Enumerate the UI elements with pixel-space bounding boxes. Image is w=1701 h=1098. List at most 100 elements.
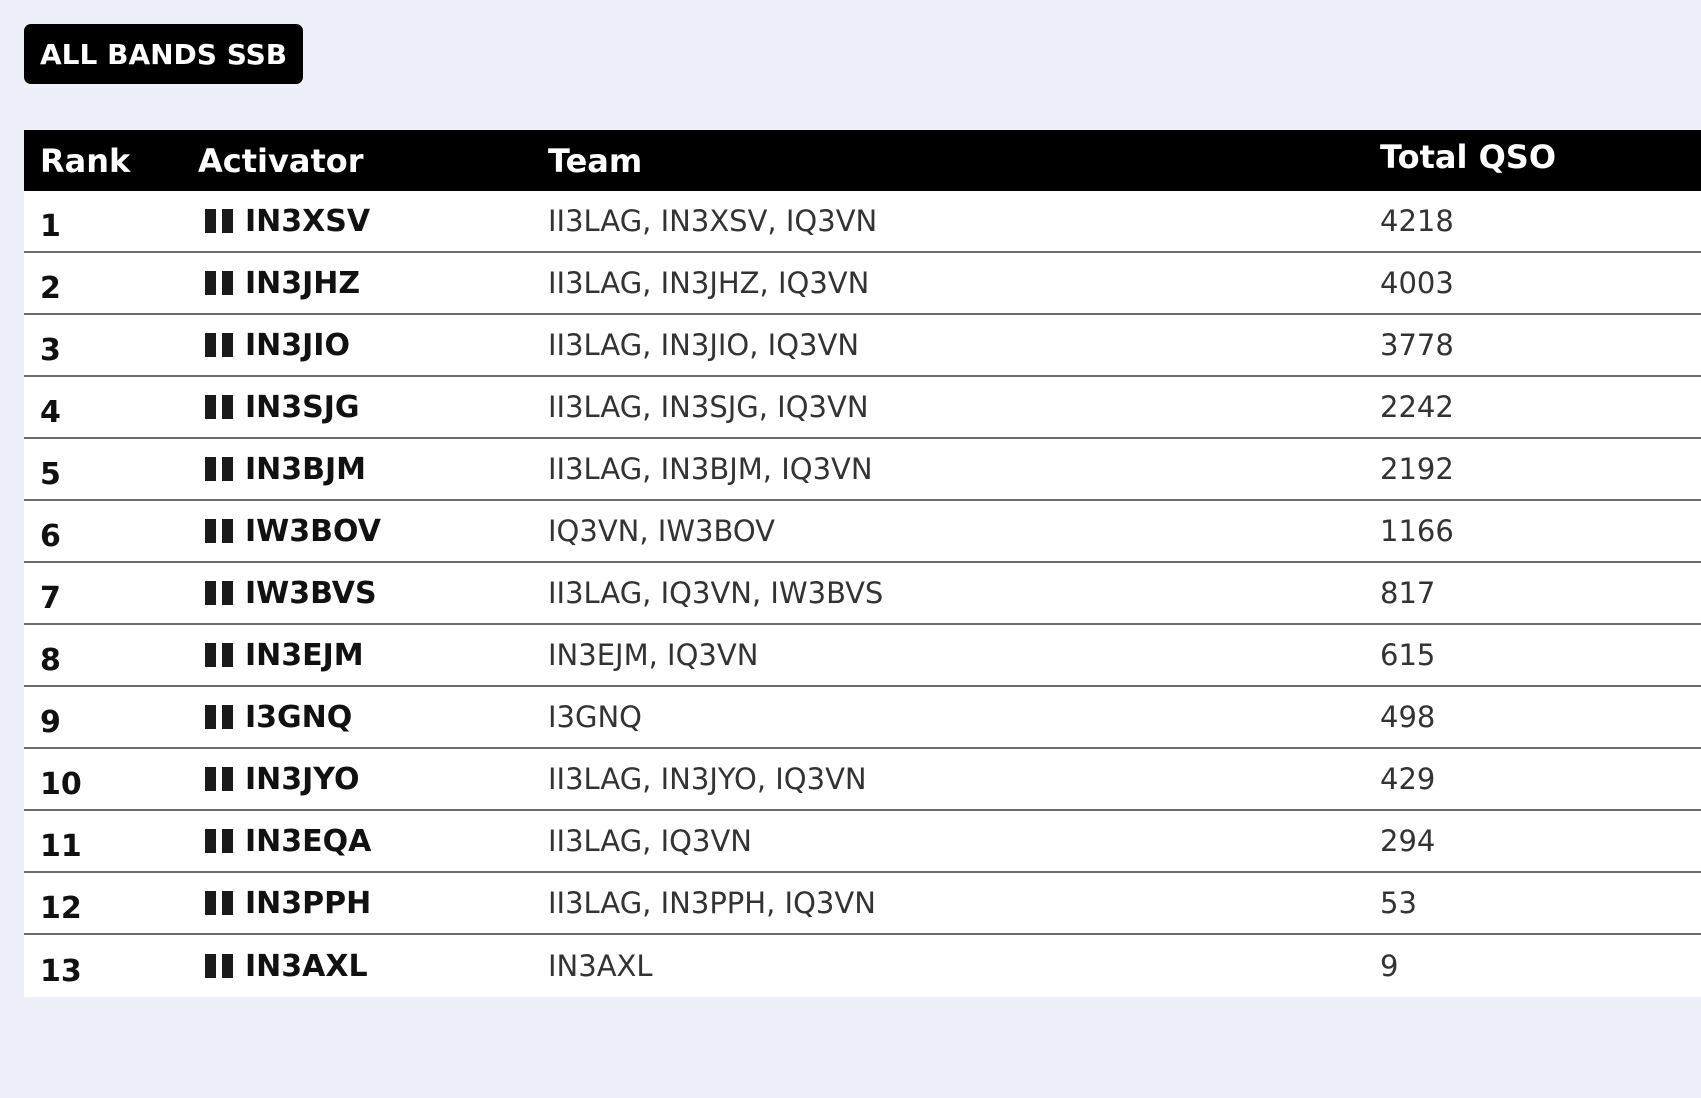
flag-icon [205, 209, 233, 233]
team-cell: II3LAG, IN3JHZ, IQ3VN [548, 266, 870, 300]
band-title-badge: ALL BANDS SSB [24, 24, 304, 84]
activator-callsign[interactable]: IN3XSV [245, 203, 371, 239]
header-total-qso[interactable]: Total QSO [1380, 138, 1557, 176]
team-cell: II3LAG, IN3PPH, IQ3VN [548, 886, 876, 920]
rank-cell: 4 [40, 394, 61, 430]
table-row: 5 IN3BJM II3LAG, IN3BJM, IQ3VN 2192 [24, 439, 1701, 501]
activator-callsign[interactable]: IN3EQA [245, 823, 372, 859]
table-row: 7 IW3BVS II3LAG, IQ3VN, IW3BVS 817 [24, 563, 1701, 625]
activator-cell: IN3XSV [182, 204, 532, 239]
rank-cell: 5 [40, 456, 61, 492]
flag-icon [205, 581, 233, 605]
table-row: 2 IN3JHZ II3LAG, IN3JHZ, IQ3VN 4003 [24, 253, 1701, 315]
flag-icon [205, 767, 233, 791]
activator-cell: IN3SJG [182, 390, 532, 425]
table-row: 10 IN3JYO II3LAG, IN3JYO, IQ3VN 429 [24, 749, 1701, 811]
flag-icon [205, 519, 233, 543]
total-qso-cell: 2242 [1380, 390, 1454, 424]
team-cell: II3LAG, IN3SJG, IQ3VN [548, 390, 869, 424]
rank-cell: 11 [40, 828, 82, 864]
rank-cell: 2 [40, 270, 61, 306]
total-qso-cell: 4218 [1380, 204, 1454, 238]
flag-icon [205, 333, 233, 357]
rank-cell: 12 [40, 890, 82, 926]
team-cell: II3LAG, IN3JIO, IQ3VN [548, 328, 860, 362]
total-qso-cell: 615 [1380, 638, 1436, 672]
activator-callsign[interactable]: IN3PPH [245, 885, 372, 921]
table-row: 8 IN3EJM IN3EJM, IQ3VN 615 [24, 625, 1701, 687]
header-activator[interactable]: Activator [198, 141, 364, 180]
activator-callsign[interactable]: IN3EJM [245, 637, 364, 673]
flag-icon [205, 954, 233, 978]
team-cell: II3LAG, IQ3VN, IW3BVS [548, 576, 884, 610]
table-row: 13 IN3AXL IN3AXL 9 [24, 935, 1701, 997]
team-cell: II3LAG, IQ3VN [548, 824, 752, 858]
flag-icon [205, 643, 233, 667]
header-team[interactable]: Team [548, 141, 643, 180]
activator-cell: I3GNQ [182, 700, 532, 735]
total-qso-cell: 429 [1380, 762, 1436, 796]
activator-callsign[interactable]: IN3JHZ [245, 265, 361, 301]
table-row: 11 IN3EQA II3LAG, IQ3VN 294 [24, 811, 1701, 873]
flag-icon [205, 457, 233, 481]
rank-cell: 1 [40, 208, 61, 244]
total-qso-cell: 2192 [1380, 452, 1454, 486]
table-row: 1 IN3XSV II3LAG, IN3XSV, IQ3VN 4218 [24, 191, 1701, 253]
team-cell: I3GNQ [548, 700, 642, 734]
table-row: 4 IN3SJG II3LAG, IN3SJG, IQ3VN 2242 [24, 377, 1701, 439]
flag-icon [205, 271, 233, 295]
ranking-table: Rank Activator Team Total QSO 1 IN3XSV II3… [24, 130, 1701, 997]
total-qso-cell: 1166 [1380, 514, 1454, 548]
activator-callsign[interactable]: IN3JIO [245, 327, 350, 363]
activator-callsign[interactable]: IW3BOV [245, 513, 381, 549]
table-row: 3 IN3JIO II3LAG, IN3JIO, IQ3VN 3778 [24, 315, 1701, 377]
activator-callsign[interactable]: IN3SJG [245, 389, 360, 425]
total-qso-cell: 9 [1380, 949, 1399, 983]
rank-cell: 13 [40, 953, 82, 989]
activator-cell: IN3JYO [182, 762, 532, 797]
total-qso-cell: 817 [1380, 576, 1436, 610]
activator-cell: IN3JHZ [182, 266, 532, 301]
team-cell: II3LAG, IN3BJM, IQ3VN [548, 452, 873, 486]
team-cell: II3LAG, IN3JYO, IQ3VN [548, 762, 867, 796]
total-qso-cell: 4003 [1380, 266, 1454, 300]
rank-cell: 7 [40, 580, 61, 616]
table-header: Rank Activator Team Total QSO [24, 130, 1701, 191]
total-qso-cell: 3778 [1380, 328, 1454, 362]
team-cell: II3LAG, IN3XSV, IQ3VN [548, 204, 878, 238]
flag-icon [205, 395, 233, 419]
activator-callsign[interactable]: I3GNQ [245, 699, 353, 735]
rank-cell: 9 [40, 704, 61, 740]
activator-cell: IN3EJM [182, 638, 532, 673]
flag-icon [205, 705, 233, 729]
team-cell: IN3EJM, IQ3VN [548, 638, 759, 672]
activator-cell: IN3JIO [182, 328, 532, 363]
activator-cell: IN3PPH [182, 886, 532, 921]
band-title: ALL BANDS SSB [40, 37, 288, 71]
rank-cell: 10 [40, 766, 82, 802]
header-rank[interactable]: Rank [40, 141, 131, 180]
team-cell: IQ3VN, IW3BOV [548, 514, 776, 548]
table-row: 6 IW3BOV IQ3VN, IW3BOV 1166 [24, 501, 1701, 563]
flag-icon [205, 829, 233, 853]
table-body: 1 IN3XSV II3LAG, IN3XSV, IQ3VN 4218 2 IN3JHZ I… [24, 191, 1701, 997]
activator-cell: IN3BJM [182, 452, 532, 487]
table-row: 9 I3GNQ I3GNQ 498 [24, 687, 1701, 749]
activator-callsign[interactable]: IW3BVS [245, 575, 377, 611]
activator-callsign[interactable]: IN3AXL [245, 948, 368, 984]
total-qso-cell: 294 [1380, 824, 1436, 858]
activator-cell: IW3BVS [182, 576, 532, 611]
activator-callsign[interactable]: IN3JYO [245, 761, 360, 797]
activator-cell: IN3AXL [182, 949, 532, 984]
activator-cell: IW3BOV [182, 514, 532, 549]
rank-cell: 6 [40, 518, 61, 554]
total-qso-cell: 53 [1380, 886, 1417, 920]
flag-icon [205, 891, 233, 915]
table-row: 12 IN3PPH II3LAG, IN3PPH, IQ3VN 53 [24, 873, 1701, 935]
activator-cell: IN3EQA [182, 824, 532, 859]
rank-cell: 8 [40, 642, 61, 678]
total-qso-cell: 498 [1380, 700, 1436, 734]
rank-cell: 3 [40, 332, 61, 368]
activator-callsign[interactable]: IN3BJM [245, 451, 367, 487]
